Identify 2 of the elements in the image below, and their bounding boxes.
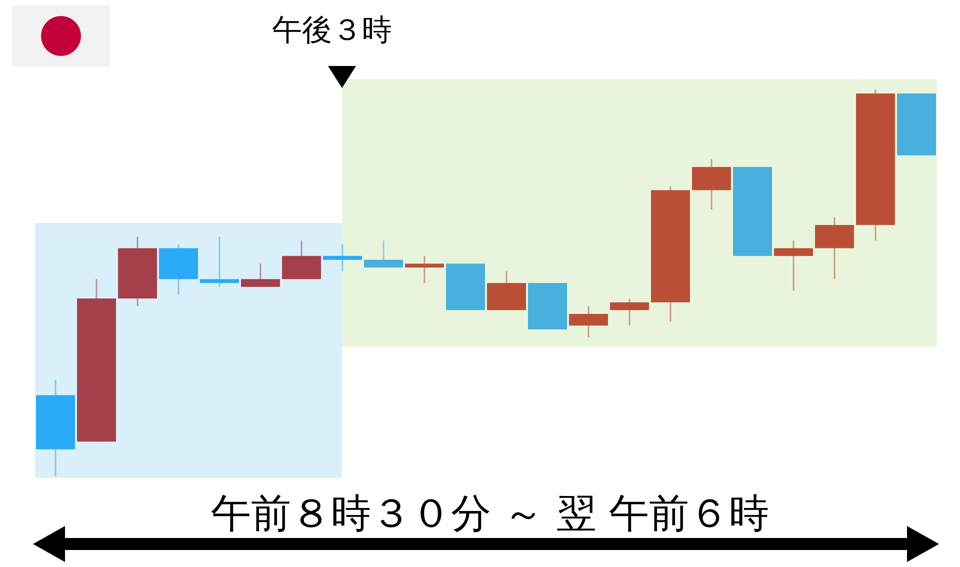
text: 午後３時 [271,12,393,50]
text: 午前８時３０分 ～ 翌 午前６時 [210,490,770,539]
